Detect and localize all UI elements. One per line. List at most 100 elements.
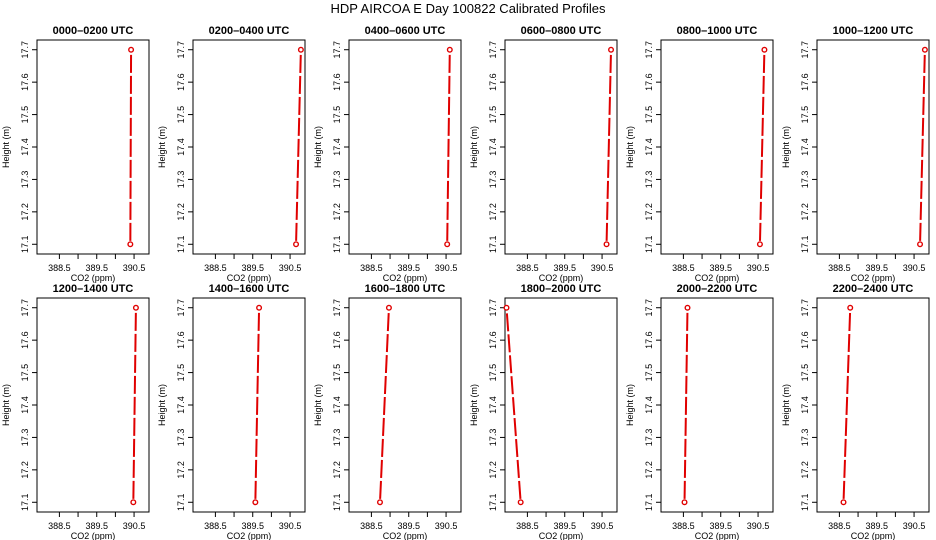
x-tick-label: 389.5 xyxy=(865,263,888,273)
data-point xyxy=(293,241,300,248)
y-tick-label: 17.7 xyxy=(488,299,498,317)
plot-frame xyxy=(660,39,774,255)
y-axis-label: Height (m) xyxy=(781,126,791,168)
y-axis-label: Height (m) xyxy=(1,384,11,426)
x-tick-label: 389.5 xyxy=(553,263,576,273)
x-tick-label: 388.5 xyxy=(360,263,383,273)
x-axis-label: CO2 (ppm) xyxy=(695,273,740,283)
y-tick-label: 17.2 xyxy=(800,461,810,479)
data-point xyxy=(446,46,453,53)
y-tick-label: 17.7 xyxy=(176,41,186,59)
y-tick-label: 17.2 xyxy=(800,203,810,221)
profile-line xyxy=(683,311,689,499)
y-tick-label: 17.6 xyxy=(488,331,498,349)
y-tick-label: 17.5 xyxy=(20,364,30,382)
y-tick-label: 17.5 xyxy=(800,106,810,124)
profile-panel: 1600–1800 UTC 388.5 389.5 390.5 CO2 (ppm) 17.… xyxy=(313,283,462,540)
plot-frame xyxy=(816,297,930,513)
y-tick-label: 17.6 xyxy=(644,73,654,91)
x-tick-label: 390.5 xyxy=(279,263,302,273)
x-axis-label: CO2 (ppm) xyxy=(71,273,116,283)
x-axis-label: CO2 (ppm) xyxy=(851,273,896,283)
y-tick-label: 17.3 xyxy=(176,171,186,189)
x-tick-label: 388.5 xyxy=(204,263,227,273)
y-tick-label: 17.4 xyxy=(332,138,342,156)
y-axis-label: Height (m) xyxy=(625,126,635,168)
y-axis-label: Height (m) xyxy=(157,126,167,168)
x-axis-label: CO2 (ppm) xyxy=(227,531,272,540)
panel-title: 1800–2000 UTC xyxy=(521,283,602,295)
plot-frame xyxy=(192,39,306,255)
data-point xyxy=(503,304,510,311)
profile-line xyxy=(605,53,612,241)
y-tick-label: 17.4 xyxy=(488,138,498,156)
panel-title: 0200–0400 UTC xyxy=(209,25,290,37)
x-tick-label: 388.5 xyxy=(204,521,227,531)
y-tick-label: 17.5 xyxy=(176,106,186,124)
y-tick-label: 17.7 xyxy=(332,299,342,317)
y-tick-label: 17.4 xyxy=(644,138,654,156)
y-axis-label: Height (m) xyxy=(781,384,791,426)
y-tick-label: 17.6 xyxy=(332,73,342,91)
data-point xyxy=(385,304,392,311)
x-axis-label: CO2 (ppm) xyxy=(851,531,896,540)
x-axis-label: CO2 (ppm) xyxy=(383,273,428,283)
x-tick-label: 389.5 xyxy=(397,521,420,531)
x-axis-label: CO2 (ppm) xyxy=(539,273,584,283)
y-tick-label: 17.2 xyxy=(488,203,498,221)
y-tick-label: 17.3 xyxy=(332,429,342,447)
y-tick-label: 17.6 xyxy=(800,73,810,91)
plot-frame xyxy=(504,297,618,513)
panel-title: 2000–2200 UTC xyxy=(677,283,758,295)
profile-panel: 1800–2000 UTC 388.5 389.5 390.5 CO2 (ppm) 17.… xyxy=(469,283,618,540)
x-tick-label: 388.5 xyxy=(828,521,851,531)
y-tick-label: 17.3 xyxy=(20,429,30,447)
y-tick-label: 17.2 xyxy=(332,203,342,221)
y-tick-label: 17.5 xyxy=(176,364,186,382)
data-point xyxy=(608,46,615,53)
x-tick-label: 389.5 xyxy=(241,521,264,531)
data-point xyxy=(684,304,691,311)
profile-panel: 2000–2200 UTC 388.5 389.5 390.5 CO2 (ppm) 17.… xyxy=(625,283,774,540)
y-tick-label: 17.1 xyxy=(176,494,186,512)
profile-panel: 2200–2400 UTC 388.5 389.5 390.5 CO2 (ppm) 17.… xyxy=(781,283,930,540)
page-title: HDP AIRCOA E Day 100822 Calibrated Profi… xyxy=(330,1,606,16)
y-tick-label: 17.4 xyxy=(800,396,810,414)
y-tick-label: 17.1 xyxy=(176,236,186,254)
y-tick-label: 17.7 xyxy=(20,41,30,59)
y-tick-label: 17.2 xyxy=(332,461,342,479)
data-point xyxy=(517,499,524,506)
panel-title: 2200–2400 UTC xyxy=(833,283,914,295)
profile-panel: 1200–1400 UTC 388.5 389.5 390.5 CO2 (ppm) 17.… xyxy=(1,283,150,540)
y-tick-label: 17.6 xyxy=(20,331,30,349)
y-tick-label: 17.4 xyxy=(176,138,186,156)
x-tick-label: 388.5 xyxy=(48,521,71,531)
panel-title: 1000–1200 UTC xyxy=(833,25,914,37)
y-axis-label: Height (m) xyxy=(625,384,635,426)
x-tick-label: 390.5 xyxy=(123,263,146,273)
y-tick-label: 17.4 xyxy=(20,138,30,156)
plot-frame xyxy=(660,297,774,513)
plot-frame xyxy=(348,39,462,255)
x-tick-label: 388.5 xyxy=(516,263,539,273)
y-tick-label: 17.3 xyxy=(332,171,342,189)
x-tick-label: 389.5 xyxy=(241,263,264,273)
y-axis-label: Height (m) xyxy=(313,384,323,426)
x-axis-label: CO2 (ppm) xyxy=(227,273,272,283)
data-point xyxy=(444,241,451,248)
y-tick-label: 17.6 xyxy=(176,331,186,349)
plot-frame xyxy=(192,297,306,513)
y-tick-label: 17.6 xyxy=(332,331,342,349)
x-tick-label: 389.5 xyxy=(553,521,576,531)
y-tick-label: 17.6 xyxy=(488,73,498,91)
y-tick-label: 17.2 xyxy=(176,461,186,479)
profile-line xyxy=(129,53,133,241)
y-tick-label: 17.2 xyxy=(488,461,498,479)
y-axis-label: Height (m) xyxy=(1,126,11,168)
y-tick-label: 17.7 xyxy=(488,41,498,59)
y-tick-label: 17.1 xyxy=(20,494,30,512)
data-point xyxy=(132,304,139,311)
x-axis-label: CO2 (ppm) xyxy=(539,531,584,540)
x-tick-label: 389.5 xyxy=(865,521,888,531)
x-tick-label: 388.5 xyxy=(828,263,851,273)
